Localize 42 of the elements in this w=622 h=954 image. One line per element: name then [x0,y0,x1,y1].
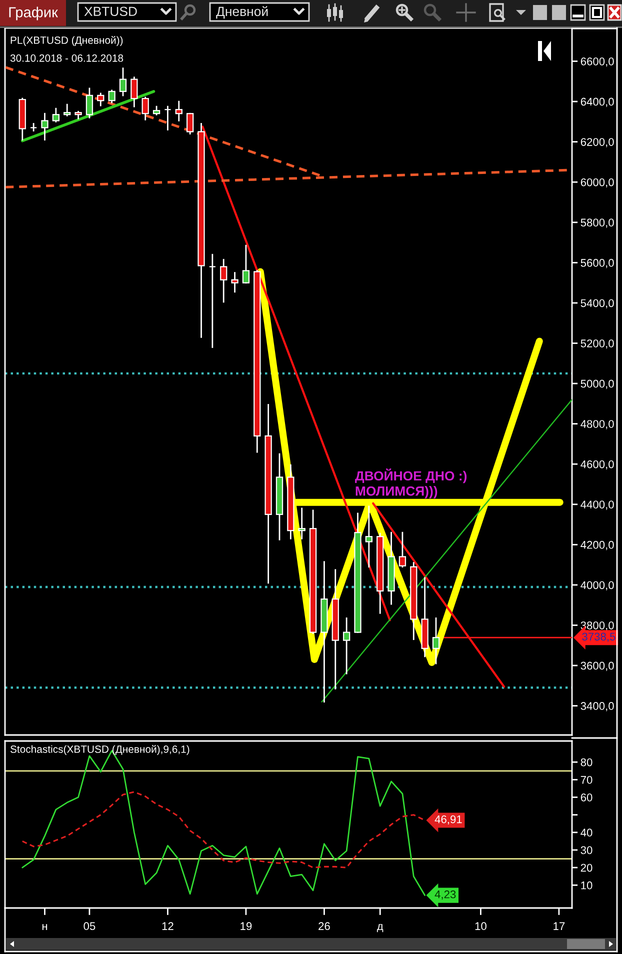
y-tick-label: 5400,0 [580,299,614,308]
text: График [9,6,58,20]
ref-line-label: 3738,5 [582,632,616,642]
y-tick-label: 5800,0 [580,218,614,228]
chart-title: Stochastics(XBTUSD (Дневной),9,6,1) [10,745,190,755]
text: Дневной [216,6,268,19]
x-tick-label: д [376,924,384,932]
y-tick-label: 3400,0 [580,702,614,712]
data-label: 46,91 [434,815,462,825]
y-tick-label: 40 [580,828,592,837]
x-tick-label: 19 [240,922,252,930]
y-tick-label: 4400,0 [580,500,614,510]
x-tick-label: н [42,924,48,930]
y-tick-label: 6200,0 [580,138,614,148]
text: 30.10.2018 - 06.12.2018 [10,54,124,62]
x-tick-label: 26 [318,922,330,930]
text: XBTUSD [84,6,137,16]
y-tick-label: 3800,0 [580,621,614,631]
y-tick-label: 70 [580,776,592,784]
y-tick-label: 6600,0 [580,58,614,67]
x-tick-label: 17 [554,922,565,930]
y-tick-label: 5000,0 [580,380,614,389]
data-label: 4,23 [434,890,456,900]
y-tick-label: 6000,0 [580,178,614,188]
y-tick-label: 80 [580,758,592,766]
text: PL(XBTUSD (Дневной)) [10,36,123,46]
y-tick-label: 20 [580,864,592,872]
y-tick-label: 4000,0 [580,581,614,590]
y-tick-label: 4600,0 [580,460,614,470]
y-tick-label: 10 [581,881,592,890]
annotation: ДВОЙНОЕ ДНО :) МОЛИМСЯ))) [355,468,467,498]
y-tick-label: 5200,0 [580,339,614,349]
y-tick-label: 4800,0 [580,420,614,430]
y-tick-label: 60 [580,794,592,802]
y-tick-label: 5600,0 [580,258,614,268]
y-tick-label: 6400,0 [580,98,614,107]
x-tick-label: 05 [84,922,96,930]
y-tick-label: 30 [580,846,592,854]
x-tick-label: 10 [475,922,486,930]
x-tick-label: 12 [162,922,174,930]
y-tick-label: 3600,0 [580,662,614,671]
y-tick-label: 4200,0 [580,540,614,550]
